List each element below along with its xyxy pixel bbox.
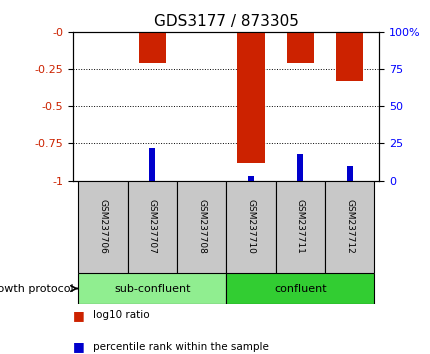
Text: GSM237711: GSM237711 <box>295 199 304 254</box>
Bar <box>127 181 176 273</box>
Text: GSM237708: GSM237708 <box>197 199 206 254</box>
Bar <box>78 181 127 273</box>
Bar <box>226 181 275 273</box>
Text: ■: ■ <box>73 341 89 353</box>
Bar <box>346 166 352 181</box>
Title: GDS3177 / 873305: GDS3177 / 873305 <box>154 14 298 29</box>
Text: log10 ratio: log10 ratio <box>92 310 149 320</box>
Text: GSM237707: GSM237707 <box>147 199 157 254</box>
Text: GSM237706: GSM237706 <box>98 199 107 254</box>
Text: GSM237710: GSM237710 <box>246 199 255 254</box>
Bar <box>78 273 226 304</box>
Bar <box>247 176 253 181</box>
Bar <box>297 154 303 181</box>
Text: percentile rank within the sample: percentile rank within the sample <box>92 342 268 352</box>
Bar <box>286 32 313 63</box>
Bar <box>176 181 226 273</box>
Bar <box>237 32 264 163</box>
Bar <box>138 32 166 63</box>
Bar <box>226 273 374 304</box>
Text: ■: ■ <box>73 309 89 321</box>
Bar <box>149 148 155 181</box>
Text: GSM237712: GSM237712 <box>344 199 353 254</box>
Bar <box>335 32 362 81</box>
Text: growth protocol: growth protocol <box>0 284 74 293</box>
Bar <box>324 181 374 273</box>
Text: confluent: confluent <box>273 284 326 293</box>
Bar <box>275 181 324 273</box>
Text: sub-confluent: sub-confluent <box>114 284 190 293</box>
